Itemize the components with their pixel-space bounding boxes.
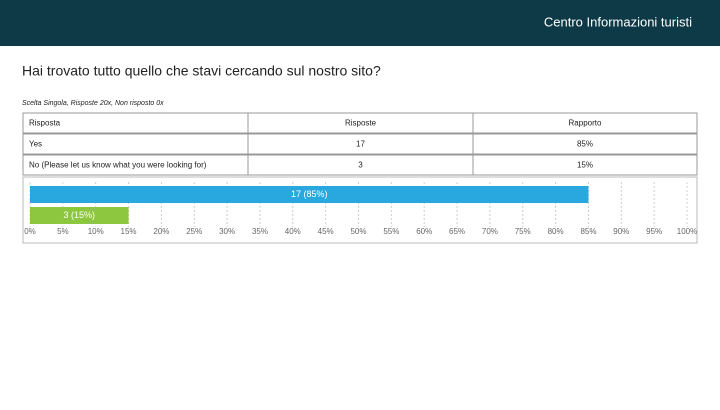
bar-label: 17 (85%) <box>291 189 328 199</box>
table-cell <box>22 133 249 155</box>
header-title: Centro Informazioni turisti <box>544 14 692 29</box>
table-cell <box>472 154 698 176</box>
x-tick-label: 30% <box>219 227 235 236</box>
x-tick-label: 25% <box>186 227 202 236</box>
question: Hai trovato tutto quello che stavi cerca… <box>22 63 381 79</box>
x-tick-label: 65% <box>449 227 465 236</box>
table-cell <box>472 133 698 155</box>
x-tick-label: 55% <box>383 227 399 236</box>
x-tick-label: 100% <box>677 227 697 236</box>
bar <box>30 207 129 224</box>
subtitle: Scelta Singola, Risposte 20x, Non rispos… <box>22 100 164 107</box>
x-tick-label: 45% <box>318 227 334 236</box>
x-tick-label: 15% <box>121 227 137 236</box>
x-tick-label: 70% <box>482 227 498 236</box>
x-tick-label: 75% <box>515 227 531 236</box>
x-tick-label: 10% <box>88 227 104 236</box>
table-header: Risposta <box>29 119 61 128</box>
x-tick-label: 90% <box>613 227 629 236</box>
table-header: Risposte <box>345 119 377 128</box>
table-cell <box>472 112 698 134</box>
bar <box>30 186 589 203</box>
x-tick-label: 60% <box>416 227 432 236</box>
x-tick-label: 50% <box>350 227 366 236</box>
table-text: 15% <box>577 161 593 170</box>
x-tick-label: 5% <box>57 227 69 236</box>
table-text: 17 <box>356 140 365 149</box>
x-tick-label: 35% <box>252 227 268 236</box>
x-tick-label: 80% <box>548 227 564 236</box>
bar-label: 3 (15%) <box>64 210 96 220</box>
x-tick-label: 85% <box>580 227 596 236</box>
table-text: Yes <box>29 140 42 149</box>
table-text: No (Please let us know what you were loo… <box>29 161 207 170</box>
x-tick-label: 0% <box>24 227 36 236</box>
x-tick-label: 20% <box>153 227 169 236</box>
table-header: Rapporto <box>569 119 602 128</box>
table-text: 3 <box>358 161 363 170</box>
x-tick-label: 95% <box>646 227 662 236</box>
header-bar <box>0 0 720 46</box>
x-tick-label: 40% <box>285 227 301 236</box>
table-text: 85% <box>577 140 593 149</box>
